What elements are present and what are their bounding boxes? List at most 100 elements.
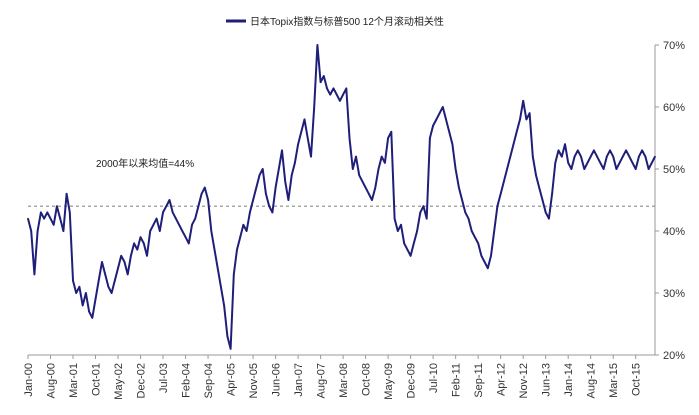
data-point xyxy=(281,149,283,152)
data-point xyxy=(506,168,508,170)
data-point xyxy=(509,155,512,158)
data-point xyxy=(313,106,316,108)
data-point xyxy=(123,261,126,263)
data-point xyxy=(493,230,496,232)
data-point xyxy=(120,255,122,257)
data-point xyxy=(432,124,434,127)
data-point xyxy=(422,205,425,207)
data-point xyxy=(345,87,348,90)
data-point xyxy=(188,242,190,245)
data-point xyxy=(94,298,97,301)
data-point xyxy=(438,112,441,114)
data-point xyxy=(416,230,418,232)
y-tick-label: 60% xyxy=(663,102,685,114)
data-point xyxy=(310,155,312,158)
data-point xyxy=(294,162,296,164)
data-point xyxy=(49,217,52,220)
x-tick-label: May-02 xyxy=(113,363,125,400)
data-point xyxy=(503,180,505,183)
x-tick-label: May-09 xyxy=(383,363,395,400)
data-point xyxy=(101,261,103,263)
x-axis: Jan-00 Aug-00 Mar-01 Oct-01 May-02 Dec-02 Jul-… xyxy=(23,354,655,400)
data-point xyxy=(454,168,457,170)
data-point xyxy=(628,155,631,158)
data-point xyxy=(149,230,151,232)
data-point xyxy=(602,168,605,170)
x-tick-label: Apr-05 xyxy=(226,363,238,396)
data-point xyxy=(445,118,447,121)
data-point xyxy=(143,242,145,245)
reference-line-group: 2000年以来均值=44% xyxy=(28,157,655,207)
data-point xyxy=(178,224,180,226)
x-tick-label: Dec-09 xyxy=(406,363,418,398)
data-point xyxy=(213,248,216,251)
data-point xyxy=(216,267,219,270)
data-point xyxy=(114,279,116,282)
data-point xyxy=(352,168,354,170)
data-point xyxy=(380,155,383,158)
data-point xyxy=(348,137,351,139)
data-point xyxy=(332,87,335,90)
data-point xyxy=(554,162,557,164)
data-point xyxy=(326,87,328,90)
data-point xyxy=(490,255,492,257)
data-point xyxy=(532,155,534,158)
data-point xyxy=(184,236,187,238)
data-point xyxy=(223,304,225,307)
data-point xyxy=(573,155,576,158)
data-point xyxy=(377,168,380,170)
y-tick-label: 20% xyxy=(663,350,685,362)
x-tick-label: Feb-11 xyxy=(451,363,463,397)
data-point xyxy=(152,224,155,226)
data-point xyxy=(651,162,653,164)
data-point xyxy=(323,75,325,77)
x-tick-label: Dec-02 xyxy=(136,363,148,398)
x-tick-label: Apr-12 xyxy=(496,363,508,396)
data-point xyxy=(480,255,483,257)
data-point xyxy=(384,162,386,164)
y-tick-label: 50% xyxy=(663,164,685,176)
data-point xyxy=(435,118,438,121)
x-tick-label: Jul-03 xyxy=(158,363,170,393)
data-point xyxy=(261,168,264,170)
data-point xyxy=(290,174,293,176)
data-point xyxy=(233,273,235,276)
data-point xyxy=(470,230,473,232)
data-point xyxy=(339,100,341,102)
data-point xyxy=(551,193,553,195)
data-point xyxy=(278,168,280,170)
data-point xyxy=(56,205,58,207)
data-point xyxy=(419,211,422,214)
data-point xyxy=(583,168,586,170)
data-point xyxy=(358,174,361,176)
data-point xyxy=(644,155,647,158)
data-point xyxy=(615,168,618,170)
data-point xyxy=(519,118,521,121)
data-point xyxy=(78,286,81,288)
data-point xyxy=(284,180,287,183)
data-point xyxy=(36,230,39,232)
x-tick-label: Jan-14 xyxy=(563,363,575,397)
data-point xyxy=(522,100,524,102)
data-point xyxy=(625,149,627,152)
data-point xyxy=(335,93,338,96)
data-point xyxy=(403,242,406,245)
data-point xyxy=(197,205,200,207)
data-point xyxy=(374,186,377,189)
data-point xyxy=(204,186,206,189)
data-point xyxy=(175,217,177,220)
data-point xyxy=(535,174,537,176)
data-point xyxy=(525,118,528,121)
data-point xyxy=(361,180,364,183)
data-point xyxy=(567,162,569,164)
data-point xyxy=(133,242,135,245)
x-tick-label: Aug-00 xyxy=(46,363,58,398)
y-tick-label: 70% xyxy=(663,40,685,52)
data-point xyxy=(464,211,467,214)
data-point xyxy=(622,155,624,158)
data-point xyxy=(33,273,36,276)
data-point xyxy=(387,137,389,139)
data-point xyxy=(88,310,90,313)
data-point xyxy=(139,236,142,238)
